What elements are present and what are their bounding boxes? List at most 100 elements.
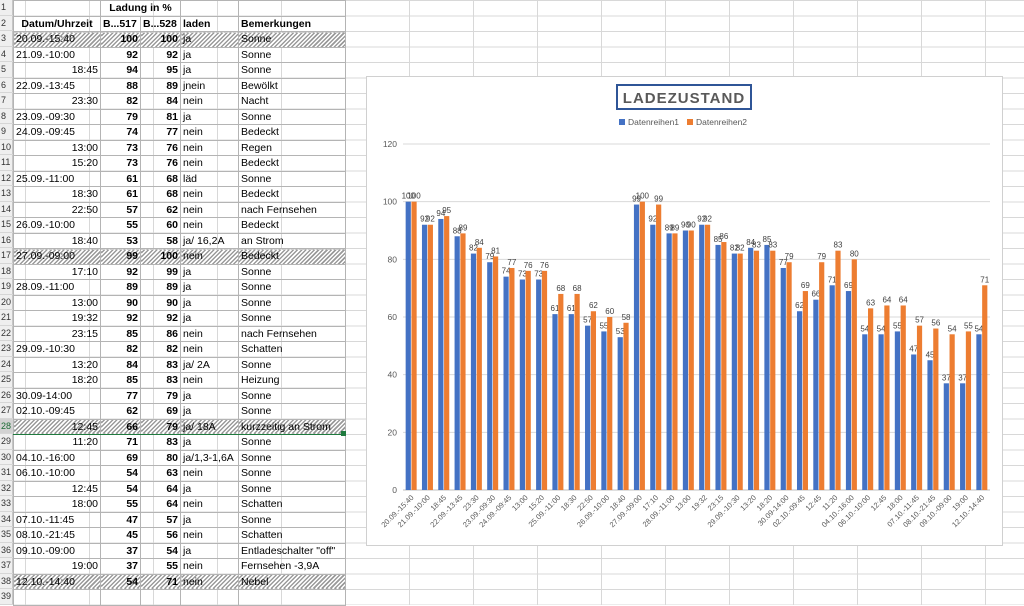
laden-cell[interactable]: ja <box>180 542 239 559</box>
b517-cell[interactable]: 61 <box>100 170 141 187</box>
b528-cell[interactable]: 68 <box>140 186 181 203</box>
b517-cell[interactable]: 85 <box>100 372 141 389</box>
b517-cell[interactable]: 85 <box>100 325 141 342</box>
b517-cell[interactable]: 45 <box>100 527 141 544</box>
laden-cell[interactable]: nein <box>180 325 239 342</box>
bemerkungen-cell[interactable]: Bedeckt <box>238 186 346 203</box>
row-number[interactable]: 37 <box>0 558 13 574</box>
b528-cell[interactable]: 79 <box>140 418 181 435</box>
row-number[interactable]: 4 <box>0 47 13 62</box>
datetime-cell[interactable]: 25.09.-11:00 <box>13 170 101 187</box>
bemerkungen-cell[interactable]: nach Fernsehen <box>238 201 346 218</box>
b528-cell[interactable]: 83 <box>140 372 181 389</box>
b528-cell[interactable]: 83 <box>140 434 181 451</box>
laden-cell[interactable]: ja <box>180 279 239 296</box>
row-number[interactable]: 3 <box>0 31 13 47</box>
bemerkungen-cell[interactable]: Sonne <box>238 434 346 451</box>
row-number[interactable]: 17 <box>0 248 13 264</box>
b517-cell[interactable]: 55 <box>100 217 141 234</box>
b517-cell[interactable]: 99 <box>100 248 141 265</box>
bemerkungen-cell[interactable]: Bewölkt <box>238 77 346 94</box>
b517-cell[interactable]: 62 <box>100 403 141 420</box>
bemerkungen-cell[interactable]: Sonne <box>238 511 346 528</box>
row-number[interactable]: 6 <box>0 78 13 93</box>
b528-cell[interactable]: 92 <box>140 310 181 327</box>
datetime-cell[interactable]: 18:20 <box>13 372 101 389</box>
datetime-cell[interactable]: 24.09.-09:45 <box>13 124 101 141</box>
laden-cell[interactable]: ja <box>180 108 239 125</box>
laden-cell[interactable]: nein <box>180 465 239 482</box>
b528-cell[interactable]: 99 <box>140 263 181 280</box>
bemerkungen-cell[interactable]: Nebel <box>238 573 346 590</box>
row-number[interactable]: 25 <box>0 372 13 388</box>
b528-cell[interactable]: 100 <box>140 248 181 265</box>
b517-cell[interactable]: 73 <box>100 139 141 156</box>
row-header-column[interactable]: 1 2 3 4 5 6 7 8 9 10 11 12 13 14 15 16 17 18 19 20 21 22 23 24 2… <box>0 0 13 605</box>
bemerkungen-cell[interactable]: Sonne <box>238 46 346 63</box>
laden-cell[interactable]: ja/ 2A <box>180 356 239 373</box>
row-number[interactable]: 18 <box>0 264 13 279</box>
datetime-cell[interactable]: 23:15 <box>13 325 101 342</box>
cell[interactable] <box>238 0 346 17</box>
row-number[interactable]: 38 <box>0 574 13 589</box>
b528-cell[interactable]: 54 <box>140 542 181 559</box>
b528-cell[interactable]: 62 <box>140 201 181 218</box>
b517-cell[interactable]: 53 <box>100 232 141 249</box>
b517-cell[interactable]: 90 <box>100 294 141 311</box>
datetime-cell[interactable]: 13:00 <box>13 139 101 156</box>
laden-cell[interactable]: ja/ 16,2A <box>180 232 239 249</box>
row-number[interactable]: 2 <box>0 16 13 31</box>
datetime-cell[interactable]: 02.10.-09:45 <box>13 403 101 420</box>
b528-cell[interactable]: 55 <box>140 558 181 575</box>
b528-cell[interactable]: 84 <box>140 93 181 110</box>
row-number[interactable]: 12 <box>0 171 13 186</box>
datetime-cell[interactable]: 12:45 <box>13 418 101 435</box>
row-number[interactable]: 14 <box>0 202 13 217</box>
row-number[interactable]: 23 <box>0 341 13 357</box>
bemerkungen-cell[interactable]: Schatten <box>238 527 346 544</box>
row-number[interactable]: 8 <box>0 109 13 124</box>
b517-cell[interactable]: 100 <box>100 31 141 48</box>
datetime-cell[interactable]: 06.10.-10:00 <box>13 465 101 482</box>
datetime-cell[interactable]: 08.10.-21:45 <box>13 527 101 544</box>
datetime-cell[interactable]: 04.10.-16:00 <box>13 449 101 466</box>
b517-cell[interactable]: 92 <box>100 263 141 280</box>
laden-cell[interactable]: ja <box>180 263 239 280</box>
empty-cell[interactable] <box>140 589 181 606</box>
row-number[interactable]: 11 <box>0 155 13 171</box>
bemerkungen-cell[interactable]: Bedeckt <box>238 217 346 234</box>
datetime-cell[interactable]: 17:10 <box>13 263 101 280</box>
b528-cell[interactable]: 82 <box>140 341 181 358</box>
laden-cell[interactable]: nein <box>180 155 239 172</box>
laden-cell[interactable]: nein <box>180 558 239 575</box>
datetime-cell[interactable]: 30.09-14:00 <box>13 387 101 404</box>
laden-cell[interactable]: nein <box>180 217 239 234</box>
cell[interactable] <box>180 0 239 17</box>
row-number[interactable]: 35 <box>0 527 13 543</box>
laden-cell[interactable]: nein <box>180 573 239 590</box>
b528-cell[interactable]: 64 <box>140 480 181 497</box>
bemerkungen-cell[interactable]: Heizung <box>238 372 346 389</box>
datetime-cell[interactable]: 18:00 <box>13 496 101 513</box>
laden-cell[interactable]: nein <box>180 496 239 513</box>
row-number[interactable]: 21 <box>0 310 13 326</box>
b528-cell[interactable]: 90 <box>140 294 181 311</box>
laden-cell[interactable]: ja/1,3-1,6A <box>180 449 239 466</box>
datetime-cell[interactable]: 21.09.-10:00 <box>13 46 101 63</box>
b528-cell[interactable]: 92 <box>140 46 181 63</box>
b528-cell[interactable]: 100 <box>140 31 181 48</box>
datetime-cell[interactable]: 18:40 <box>13 232 101 249</box>
datetime-cell[interactable]: 09.10.-09:00 <box>13 542 101 559</box>
b517-cell[interactable]: 94 <box>100 62 141 79</box>
b528-cell[interactable]: 86 <box>140 325 181 342</box>
row-number[interactable]: 15 <box>0 217 13 233</box>
b517-cell[interactable]: 61 <box>100 186 141 203</box>
laden-cell[interactable]: ja <box>180 434 239 451</box>
row-number[interactable]: 5 <box>0 62 13 78</box>
datetime-cell[interactable]: 23.09.-09:30 <box>13 108 101 125</box>
b528-cell[interactable]: 69 <box>140 403 181 420</box>
b528-cell[interactable]: 68 <box>140 170 181 187</box>
row-number[interactable]: 31 <box>0 465 13 481</box>
header-b528-cell[interactable]: B...528 <box>140 15 181 32</box>
datetime-cell[interactable]: 07.10.-11:45 <box>13 511 101 528</box>
